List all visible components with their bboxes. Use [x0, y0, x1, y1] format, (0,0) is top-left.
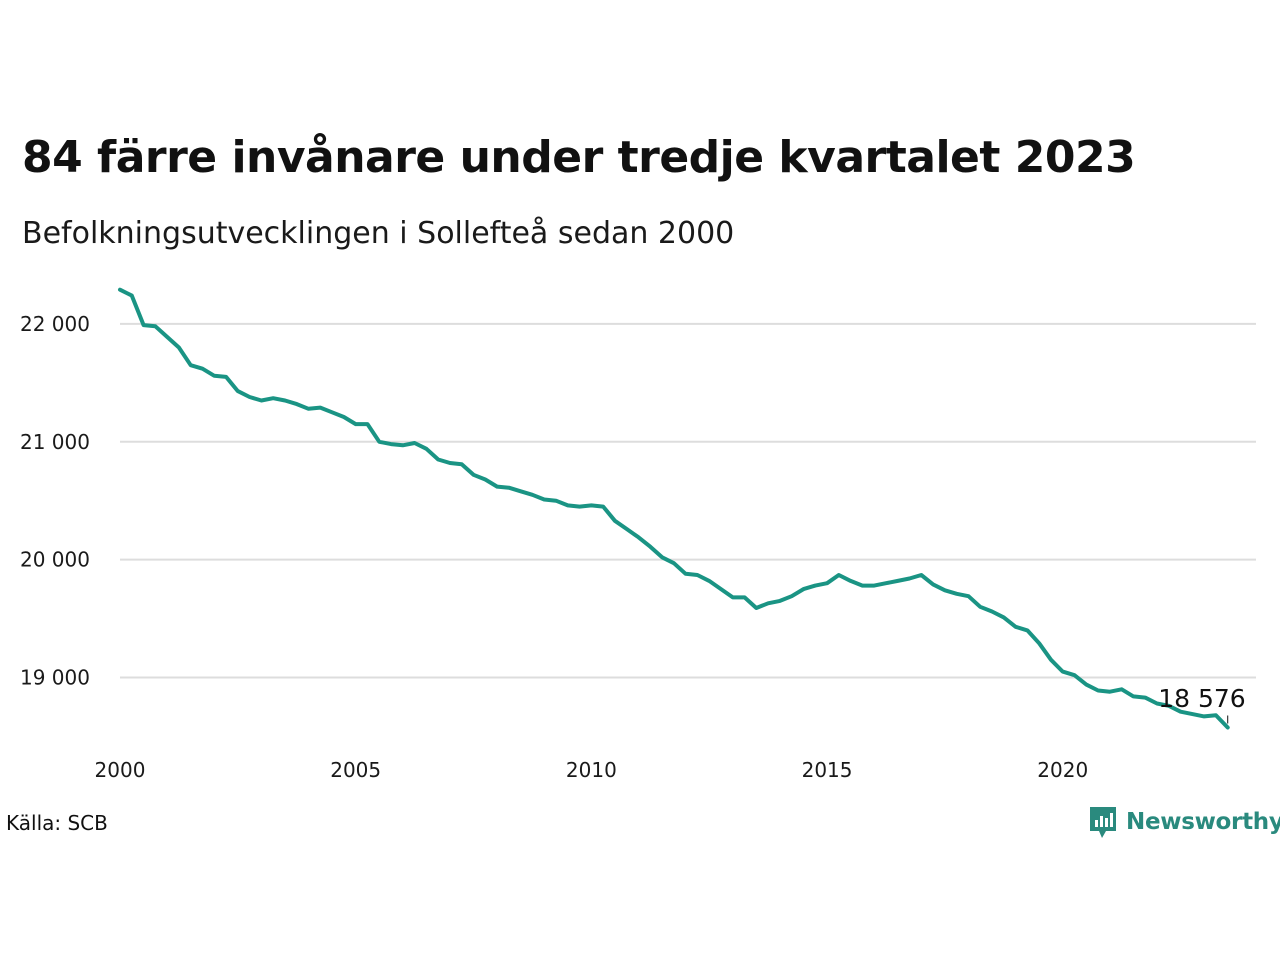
- chart-title: 84 färre invånare under tredje kvartalet…: [22, 132, 1136, 183]
- y-tick-label: 21 000: [20, 430, 90, 454]
- source-note: Källa: SCB: [6, 811, 108, 835]
- x-tick-label: 2000: [95, 758, 146, 782]
- series-line: [118, 287, 1230, 730]
- brand-name: Newsworthy: [1126, 809, 1280, 835]
- brand-logo: Newsworthy: [1088, 804, 1280, 840]
- newsworthy-logo-icon: [1090, 807, 1116, 838]
- x-tick-label: 2010: [566, 758, 617, 782]
- y-tick-label: 19 000: [20, 666, 90, 690]
- x-tick-label: 2020: [1037, 758, 1088, 782]
- chart-subtitle: Befolkningsutvecklingen i Sollefteå seda…: [22, 216, 735, 251]
- x-tick-label: 2005: [330, 758, 381, 782]
- end-value-label: 18 576: [1158, 684, 1245, 713]
- y-tick-label: 22 000: [20, 312, 90, 336]
- y-tick-label: 20 000: [20, 548, 90, 572]
- x-tick-label: 2015: [802, 758, 853, 782]
